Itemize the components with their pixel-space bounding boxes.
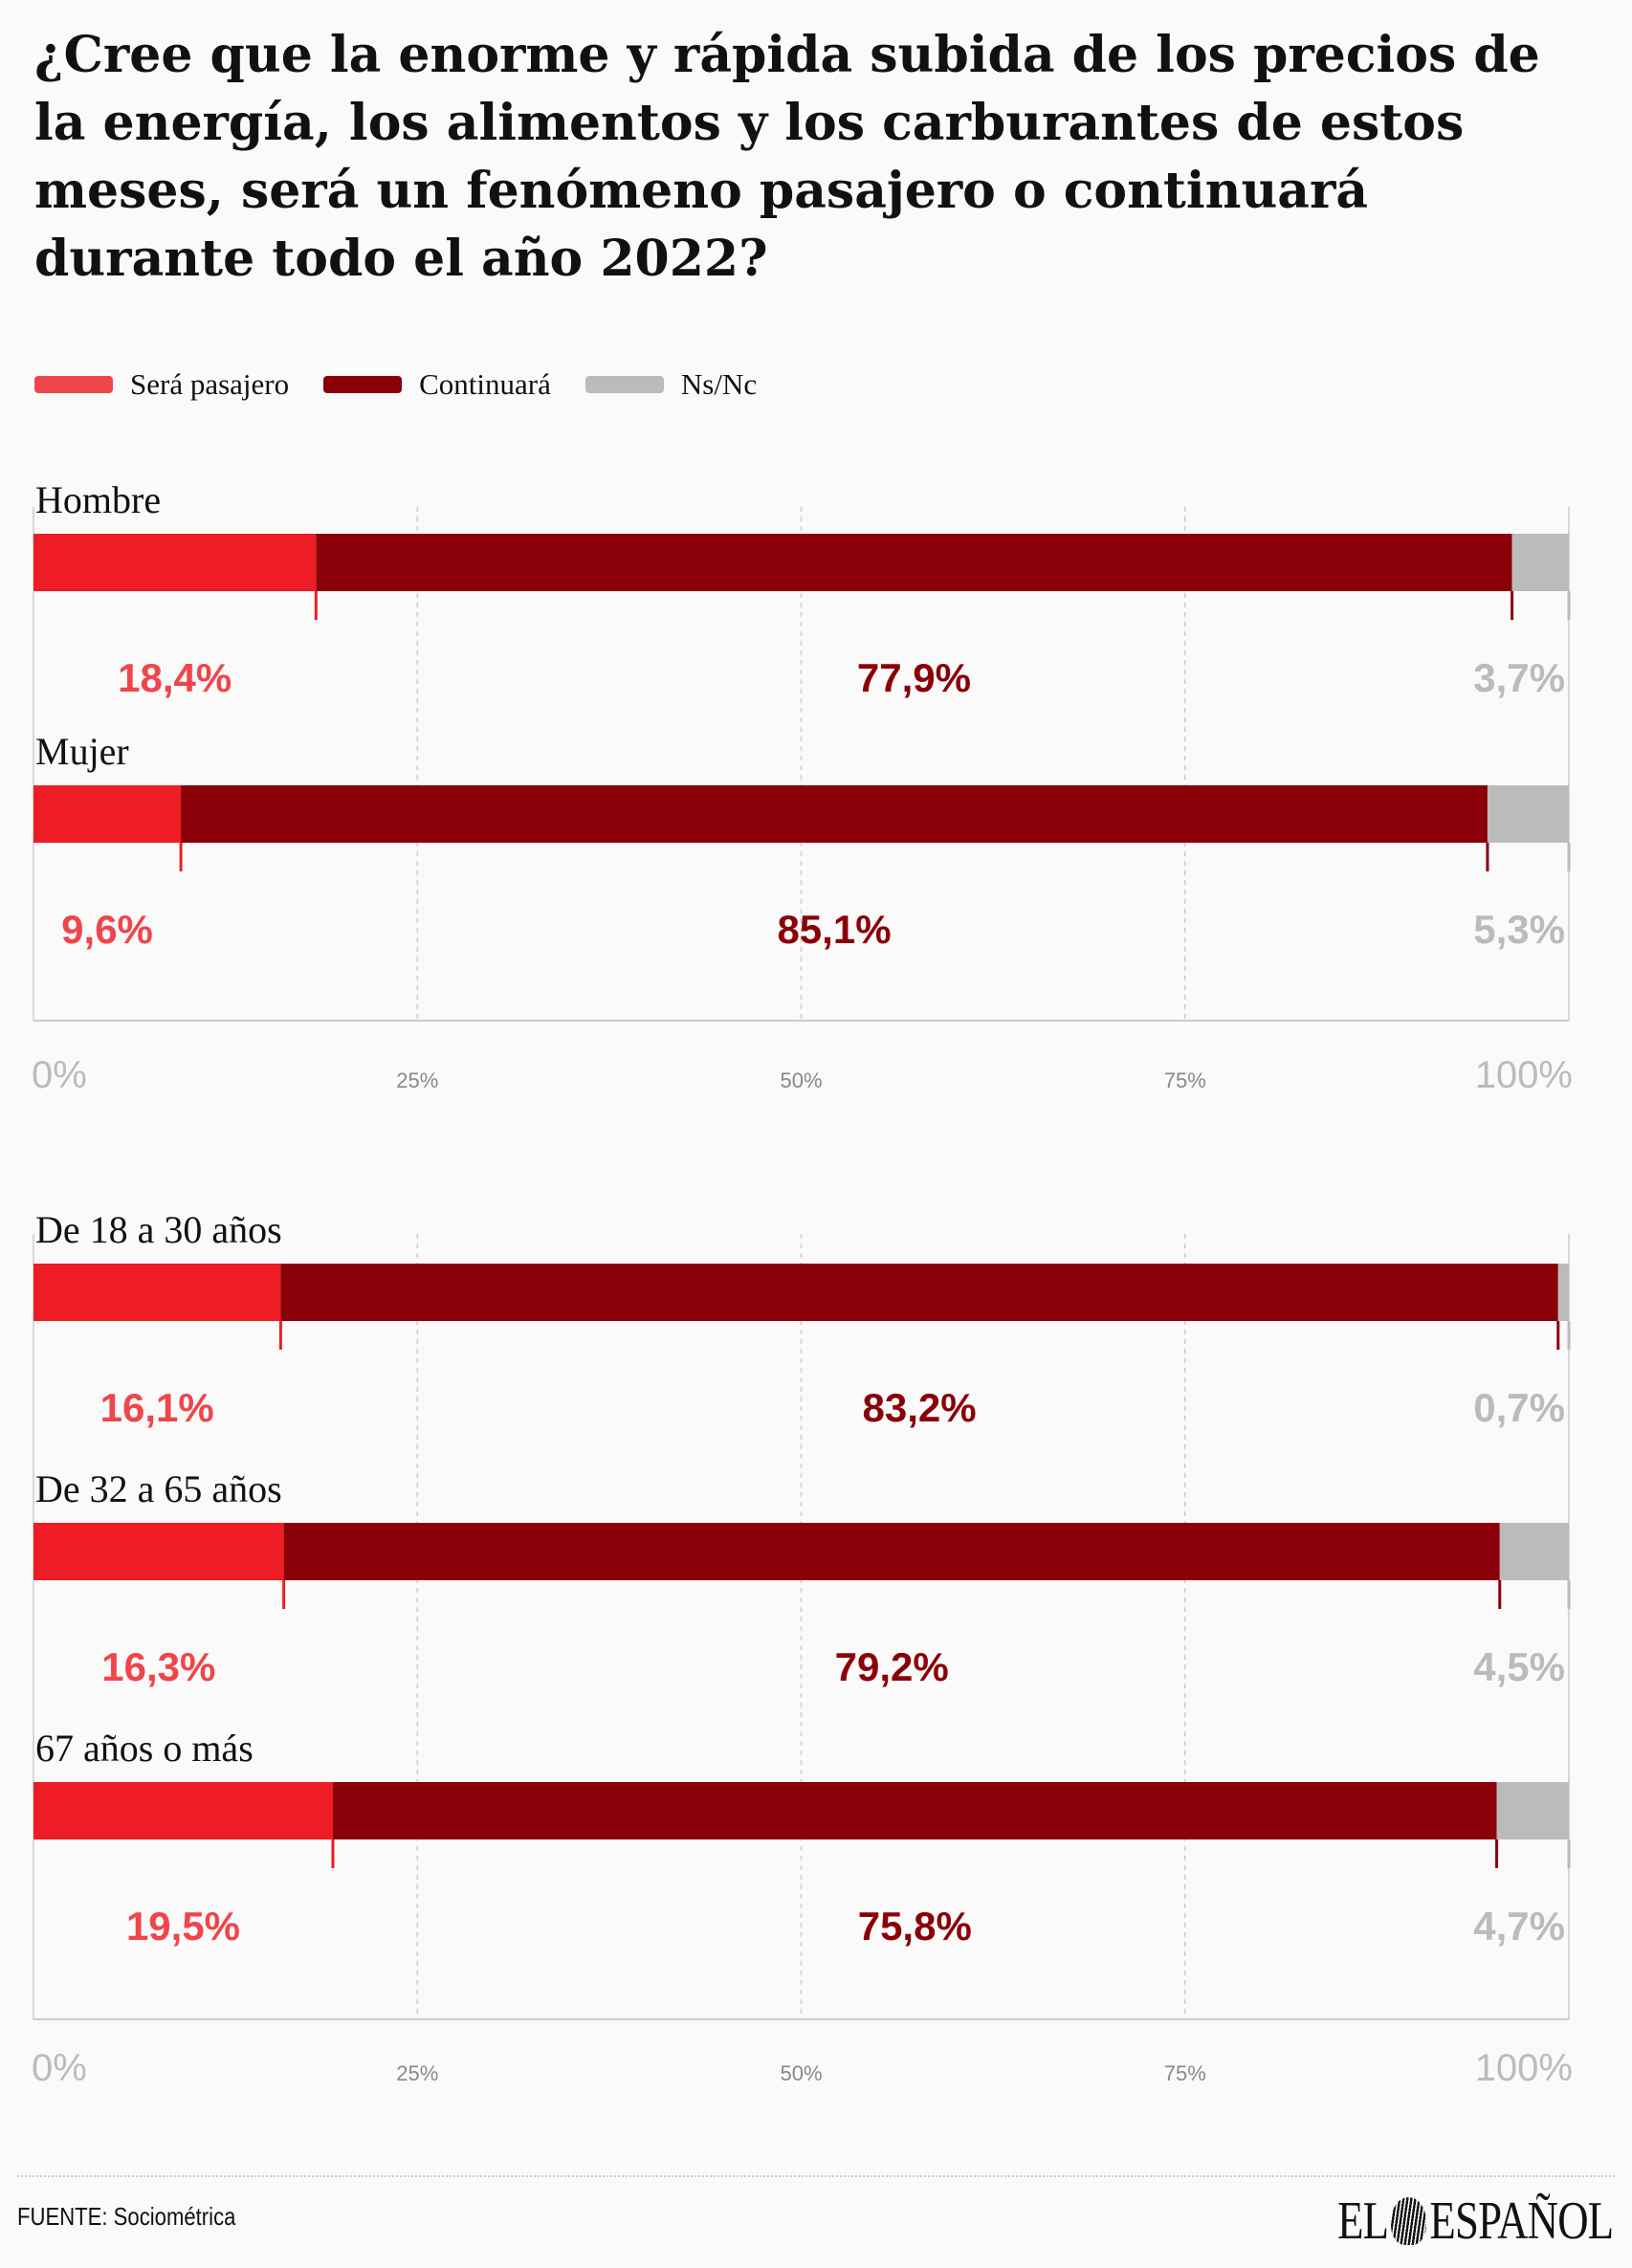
legend-label: Continuará <box>419 367 551 401</box>
axis-tick-label: 75% <box>1164 2061 1206 2085</box>
bar-segment-nsnc <box>1496 1782 1569 1839</box>
bar-segment-nsnc <box>1511 534 1569 591</box>
value-label: 77,9% <box>857 655 971 700</box>
bar-segment-continuar <box>332 1782 1497 1839</box>
axis-tick-label: 100% <box>1475 1054 1573 1096</box>
value-label: 16,1% <box>100 1385 214 1430</box>
chart-title: ¿Cree que la enorme y rápida subida de l… <box>34 26 1540 288</box>
value-label: 5,3% <box>1473 907 1565 952</box>
bar-segment-serpasajero <box>33 1523 284 1580</box>
legend-item-nsnc: Ns/Nc <box>584 367 758 402</box>
axis-tick-label: 0% <box>32 1054 87 1096</box>
bar-segment-nsnc <box>1487 785 1569 843</box>
logo-text-left: EL <box>1336 2191 1389 2251</box>
legend-swatch <box>323 376 403 393</box>
axis-tick-label: 0% <box>32 2047 87 2089</box>
legend: Será pasajero Continuará Ns/Nc <box>34 367 791 402</box>
group-label: Hombre <box>35 478 161 521</box>
axis-tick-label: 25% <box>396 1068 438 1092</box>
chart-panel-2: 0% 25% 50% 75% 100% De 18 a 30 años 16,1% 83,2%… <box>32 1208 1573 2089</box>
group-label: De 18 a 30 años <box>35 1208 282 1251</box>
source-note: FUENTE: Sociométrica <box>17 2202 236 2231</box>
value-label: 83,2% <box>863 1385 977 1430</box>
axis-tick-label: 100% <box>1475 2047 1573 2089</box>
legend-label: Ns/Nc <box>680 367 758 401</box>
group-label: De 32 a 65 años <box>35 1467 282 1510</box>
value-label: 16,3% <box>101 1644 215 1689</box>
bar-segment-continuar <box>283 1523 1500 1580</box>
value-label: 19,5% <box>126 1904 240 1949</box>
footer-divider <box>17 2175 1615 2177</box>
chart-panel-1: 0% 25% 50% 75% 100% Hombre 18,4% 77,9% 3,7% Mujer… <box>32 478 1573 1096</box>
legend-item-continuara: Continuará <box>323 367 551 402</box>
value-label: 79,2% <box>835 1644 949 1689</box>
axis-tick-label: 75% <box>1164 1068 1206 1092</box>
bar-segment-serpasajero <box>33 534 317 591</box>
value-label: 3,7% <box>1473 655 1565 700</box>
bar-segment-nsnc <box>1499 1523 1569 1580</box>
logo-text-right: ESPAÑOL <box>1429 2191 1614 2251</box>
bar-segment-serpasajero <box>33 785 182 843</box>
legend-swatch <box>584 376 664 393</box>
value-label: 4,5% <box>1473 1644 1565 1689</box>
legend-swatch <box>34 376 113 393</box>
axis-tick-label: 50% <box>780 2061 822 2085</box>
axis-tick-label: 25% <box>396 2061 438 2085</box>
bar-segment-serpasajero <box>33 1264 281 1321</box>
legend-item-pasajero: Será pasajero <box>34 367 289 402</box>
value-label: 85,1% <box>777 907 891 952</box>
axis-tick-label: 50% <box>780 1068 822 1092</box>
bar-segment-continuar <box>181 785 1488 843</box>
group-label: 67 años o más <box>35 1727 254 1770</box>
bar-segment-continuar <box>280 1264 1558 1321</box>
bar-segment-continuar <box>316 534 1512 591</box>
group-label: Mujer <box>35 730 129 773</box>
el-espanol-logo: EL ESPAÑOL <box>1336 2191 1614 2252</box>
value-label: 0,7% <box>1473 1385 1565 1430</box>
value-label: 9,6% <box>61 907 153 952</box>
value-label: 18,4% <box>118 655 232 700</box>
lion-logo-icon <box>1391 2197 1426 2245</box>
bar-segment-nsnc <box>1557 1264 1569 1321</box>
legend-label: Será pasajero <box>130 367 290 401</box>
bar-segment-serpasajero <box>33 1782 333 1839</box>
value-label: 75,8% <box>858 1904 972 1949</box>
value-label: 4,7% <box>1473 1904 1565 1949</box>
